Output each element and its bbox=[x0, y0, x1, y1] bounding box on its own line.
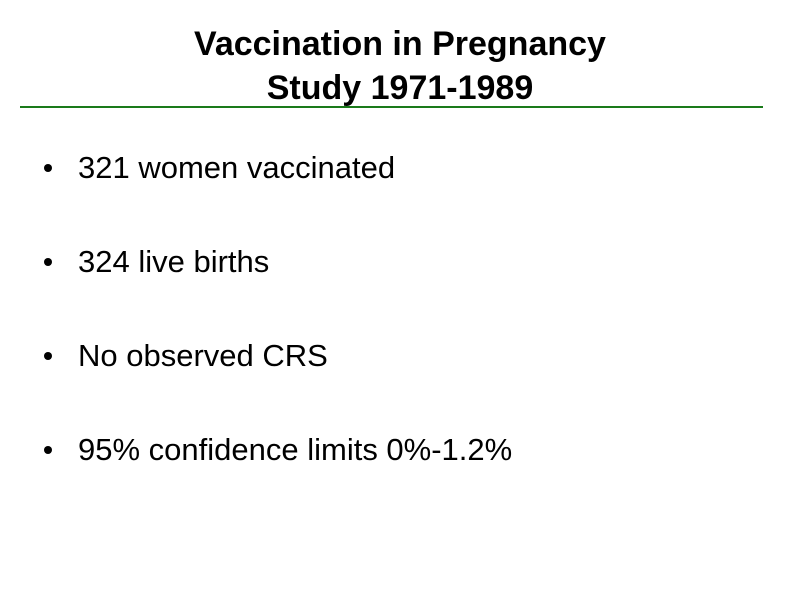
bullet-item: 324 live births bbox=[44, 242, 269, 282]
bullet-dot-icon bbox=[44, 258, 52, 266]
title-line-1: Vaccination in Pregnancy bbox=[194, 25, 606, 63]
bullet-dot-icon bbox=[44, 446, 52, 454]
bullet-item: 321 women vaccinated bbox=[44, 148, 395, 188]
bullet-text: 95% confidence limits 0%-1.2% bbox=[78, 432, 513, 467]
bullet-text: No observed CRS bbox=[78, 338, 328, 373]
slide-title: Vaccination in Pregnancy Study 1971-1989 bbox=[0, 22, 800, 110]
bullet-item: No observed CRS bbox=[44, 336, 328, 376]
title-underline-divider bbox=[20, 106, 763, 108]
bullet-text: 321 women vaccinated bbox=[78, 150, 396, 185]
bullet-dot-icon bbox=[44, 164, 52, 172]
bullet-text: 324 live births bbox=[78, 244, 270, 279]
bullet-item: 95% confidence limits 0%-1.2% bbox=[44, 430, 512, 470]
bullet-dot-icon bbox=[44, 352, 52, 360]
title-line-2: Study 1971-1989 bbox=[266, 69, 534, 107]
